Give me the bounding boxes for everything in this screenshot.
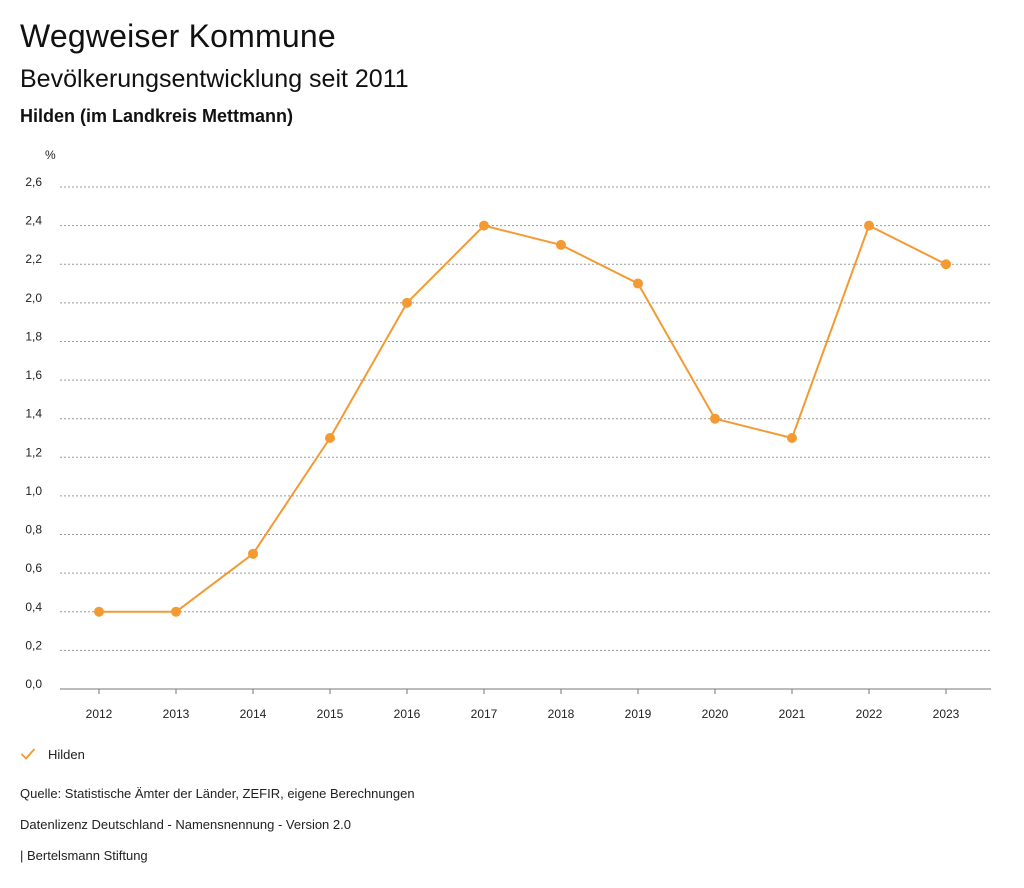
x-tick-label: 2022 — [856, 707, 883, 721]
source-note: Quelle: Statistische Ämter der Länder, Z… — [20, 786, 415, 801]
x-tick-label: 2016 — [394, 707, 421, 721]
data-point — [325, 433, 335, 443]
x-tick-label: 2020 — [702, 707, 729, 721]
data-point — [94, 606, 104, 617]
y-tick-label: 1,4 — [25, 407, 42, 421]
y-tick-label: 0,2 — [25, 638, 42, 652]
series-hilden — [94, 220, 951, 617]
grid-lines — [60, 186, 991, 690]
data-point — [787, 433, 797, 443]
y-tick-label: 0,4 — [25, 600, 42, 614]
license-note: Datenlizenz Deutschland - Namensnennung … — [20, 817, 351, 832]
x-tick-label: 2018 — [548, 707, 575, 721]
y-tick-label: 1,8 — [25, 329, 42, 343]
x-tick-label: 2014 — [240, 707, 267, 721]
line-chart: % 0,0 0,2 0,4 0,6 0,8 1,0 1,2 1,4 1,6 1,8 2,0 2,2 2,… — [25, 148, 991, 721]
data-point — [402, 297, 412, 308]
x-tick-label: 2015 — [317, 707, 344, 721]
y-tick-label: 1,0 — [25, 484, 42, 498]
x-tick-label: 2017 — [471, 707, 498, 721]
data-point — [864, 220, 874, 231]
y-tick-label: 2,6 — [25, 175, 42, 189]
legend[interactable]: Hilden — [20, 744, 85, 764]
x-tick-label: 2013 — [163, 707, 190, 721]
x-tick-label: 2021 — [779, 707, 806, 721]
data-point — [633, 278, 643, 289]
data-point — [556, 239, 566, 250]
y-tick-label: 1,6 — [25, 368, 42, 382]
y-tick-label: 2,4 — [25, 214, 42, 228]
y-tick-label: 0,6 — [25, 561, 42, 575]
series-line — [99, 224, 947, 613]
region-label: Hilden (im Landkreis Mettmann) — [20, 106, 294, 126]
x-tick-label: 2019 — [625, 707, 652, 721]
y-tick-label: 1,2 — [25, 445, 42, 459]
y-tick-label: 2,2 — [25, 252, 42, 266]
y-axis-unit: % — [45, 148, 56, 162]
y-tick-label: 0,0 — [25, 677, 42, 691]
y-tick-label: 2,0 — [25, 291, 42, 305]
axes: % 0,0 0,2 0,4 0,6 0,8 1,0 1,2 1,4 1,6 1,8 2,0 2,2 2,… — [25, 148, 959, 721]
legend-label: Hilden — [48, 746, 85, 762]
data-point — [479, 220, 489, 231]
data-point — [171, 606, 181, 617]
data-point — [248, 548, 258, 559]
x-tick-label: 2012 — [86, 707, 113, 721]
data-point — [941, 259, 951, 270]
check-icon[interactable] — [20, 746, 36, 762]
page-title: Wegweiser Kommune — [20, 18, 336, 54]
y-tick-label: 0,8 — [25, 523, 42, 537]
data-point — [710, 413, 720, 424]
x-tick-label: 2023 — [933, 707, 960, 721]
publisher-note: | Bertelsmann Stiftung — [20, 848, 148, 863]
chart-subtitle: Bevölkerungsentwicklung seit 2011 — [20, 65, 409, 93]
